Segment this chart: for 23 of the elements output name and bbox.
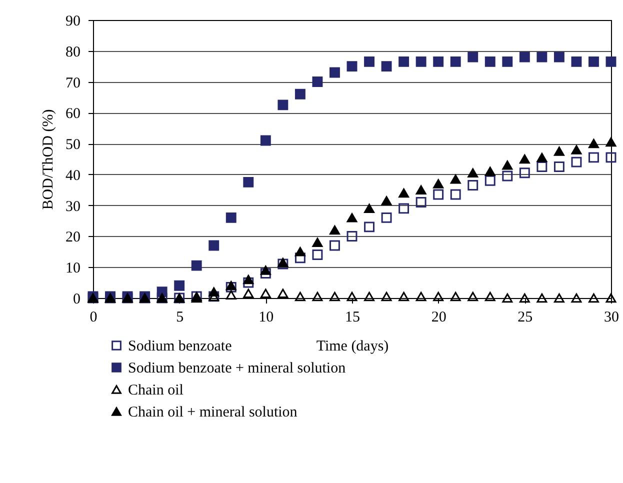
x-tick-label: 20 bbox=[431, 310, 446, 326]
legend-label: Sodium benzoate + mineral solution bbox=[128, 360, 346, 376]
x-tick-label: 10 bbox=[258, 310, 274, 326]
x-tick-label: 5 bbox=[176, 310, 184, 326]
y-tick-label: 10 bbox=[66, 260, 80, 277]
y-axis-title: BOD/ThOD (%) bbox=[40, 109, 56, 210]
y-tick-label: 60 bbox=[66, 106, 80, 122]
y-tick-label: 70 bbox=[66, 75, 80, 92]
x-tick-label: 25 bbox=[518, 310, 533, 326]
y-tick-label: 0 bbox=[73, 292, 80, 308]
y-tick-label: 90 bbox=[66, 14, 80, 30]
y-tick-label: 80 bbox=[66, 44, 80, 60]
legend-label: Chain oil + mineral solution bbox=[128, 404, 298, 420]
legend-label: Chain oil bbox=[128, 382, 184, 398]
y-tick-label: 20 bbox=[66, 230, 80, 246]
y-tick-label: 40 bbox=[66, 168, 80, 184]
legend-label: Sodium benzoate bbox=[128, 338, 232, 354]
x-tick-label: 0 bbox=[90, 310, 98, 326]
x-tick-label: 30 bbox=[604, 310, 619, 326]
x-axis-title: Time (days) bbox=[316, 338, 389, 354]
x-tick-label: 15 bbox=[345, 310, 360, 326]
y-tick-label: 30 bbox=[66, 198, 80, 215]
y-tick-label: 50 bbox=[66, 137, 80, 154]
